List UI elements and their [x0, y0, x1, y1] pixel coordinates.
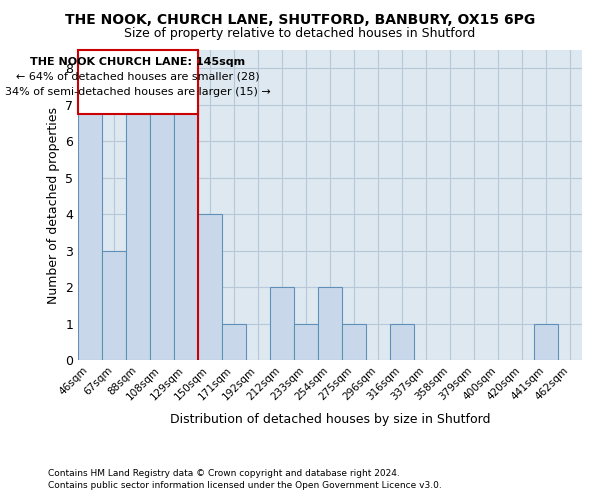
Bar — [318, 287, 342, 360]
Text: Contains public sector information licensed under the Open Government Licence v3: Contains public sector information licen… — [48, 481, 442, 490]
Bar — [78, 104, 102, 360]
Text: Size of property relative to detached houses in Shutford: Size of property relative to detached ho… — [124, 28, 476, 40]
Bar — [294, 324, 318, 360]
Bar — [174, 104, 198, 360]
FancyBboxPatch shape — [78, 50, 198, 114]
Y-axis label: Number of detached properties: Number of detached properties — [47, 106, 59, 304]
Bar — [534, 324, 558, 360]
Bar — [222, 324, 246, 360]
Bar — [270, 287, 294, 360]
Text: THE NOOK CHURCH LANE: 145sqm: THE NOOK CHURCH LANE: 145sqm — [31, 56, 245, 66]
Bar — [102, 250, 126, 360]
Bar — [126, 104, 150, 360]
Text: THE NOOK, CHURCH LANE, SHUTFORD, BANBURY, OX15 6PG: THE NOOK, CHURCH LANE, SHUTFORD, BANBURY… — [65, 12, 535, 26]
Text: Contains HM Land Registry data © Crown copyright and database right 2024.: Contains HM Land Registry data © Crown c… — [48, 468, 400, 477]
Bar — [390, 324, 414, 360]
Bar — [150, 104, 174, 360]
X-axis label: Distribution of detached houses by size in Shutford: Distribution of detached houses by size … — [170, 413, 490, 426]
Text: 34% of semi-detached houses are larger (15) →: 34% of semi-detached houses are larger (… — [5, 87, 271, 97]
Bar — [198, 214, 222, 360]
Text: ← 64% of detached houses are smaller (28): ← 64% of detached houses are smaller (28… — [16, 72, 260, 82]
Bar — [342, 324, 366, 360]
